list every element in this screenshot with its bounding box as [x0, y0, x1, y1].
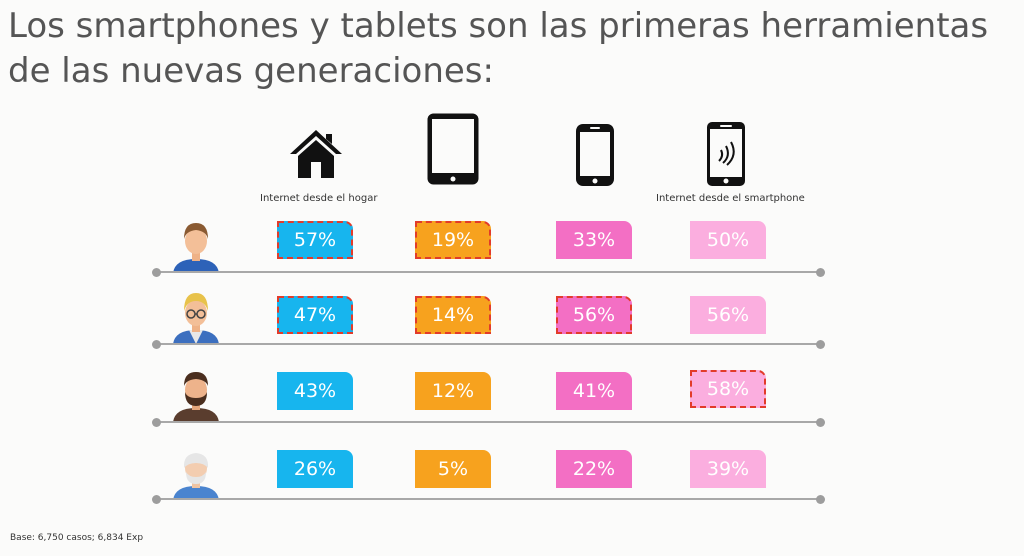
value-badge-smartphone: 58%: [690, 370, 766, 408]
value-badge-smartphone: 56%: [690, 296, 766, 334]
row-divider-end-dot: [816, 268, 825, 277]
row-divider-end-dot: [816, 495, 825, 504]
column-label-home: Internet desde el hogar: [260, 193, 378, 204]
row-divider-end-dot: [816, 340, 825, 349]
row-divider-start-dot: [152, 268, 161, 277]
table-row: 43% 12% 41% 58%: [0, 370, 1024, 450]
row-divider: [157, 498, 821, 500]
tablet-icon: [427, 113, 479, 185]
value-badge-tablet: 19%: [415, 221, 491, 259]
mobile-phone-icon: [576, 124, 614, 186]
page-title: Los smartphones y tablets son las primer…: [8, 4, 1008, 94]
value-badge-phone: 33%: [556, 221, 632, 259]
table-row: 26% 5% 22% 39%: [0, 448, 1024, 528]
value-badge-tablet: 14%: [415, 296, 491, 334]
elderly-man-avatar-icon: [173, 453, 219, 500]
value-badge-home: 26%: [277, 450, 353, 488]
title-line-1: Los smartphones y tablets son las primer…: [8, 6, 989, 46]
house-icon: [290, 130, 342, 178]
smartphone-wifi-icon: [707, 122, 745, 186]
table-row: 57% 19% 33% 50%: [0, 218, 1024, 298]
value-badge-smartphone: 39%: [690, 450, 766, 488]
blond-glasses-man-avatar-icon: [173, 293, 219, 344]
young-man-avatar-icon: [173, 223, 219, 273]
value-badge-home: 57%: [277, 221, 353, 259]
value-badge-phone: 22%: [556, 450, 632, 488]
footer-base-note: Base: 6,750 casos; 6,834 Exp: [10, 533, 144, 543]
title-line-2: de las nuevas generaciones:: [8, 51, 494, 91]
value-badge-tablet: 5%: [415, 450, 491, 488]
value-badge-smartphone: 50%: [690, 221, 766, 259]
value-badge-home: 47%: [277, 296, 353, 334]
value-badge-phone: 56%: [556, 296, 632, 334]
row-divider-end-dot: [816, 418, 825, 427]
row-divider-start-dot: [152, 340, 161, 349]
column-label-smartphone: Internet desde el smartphone: [656, 193, 805, 204]
table-row: 47% 14% 56% 56%: [0, 292, 1024, 372]
row-divider: [157, 421, 821, 423]
row-divider-start-dot: [152, 495, 161, 504]
value-badge-tablet: 12%: [415, 372, 491, 410]
bearded-man-avatar-icon: [173, 372, 219, 422]
value-badge-phone: 41%: [556, 372, 632, 410]
row-divider-start-dot: [152, 418, 161, 427]
row-divider: [157, 271, 821, 273]
value-badge-home: 43%: [277, 372, 353, 410]
row-divider: [157, 343, 821, 345]
